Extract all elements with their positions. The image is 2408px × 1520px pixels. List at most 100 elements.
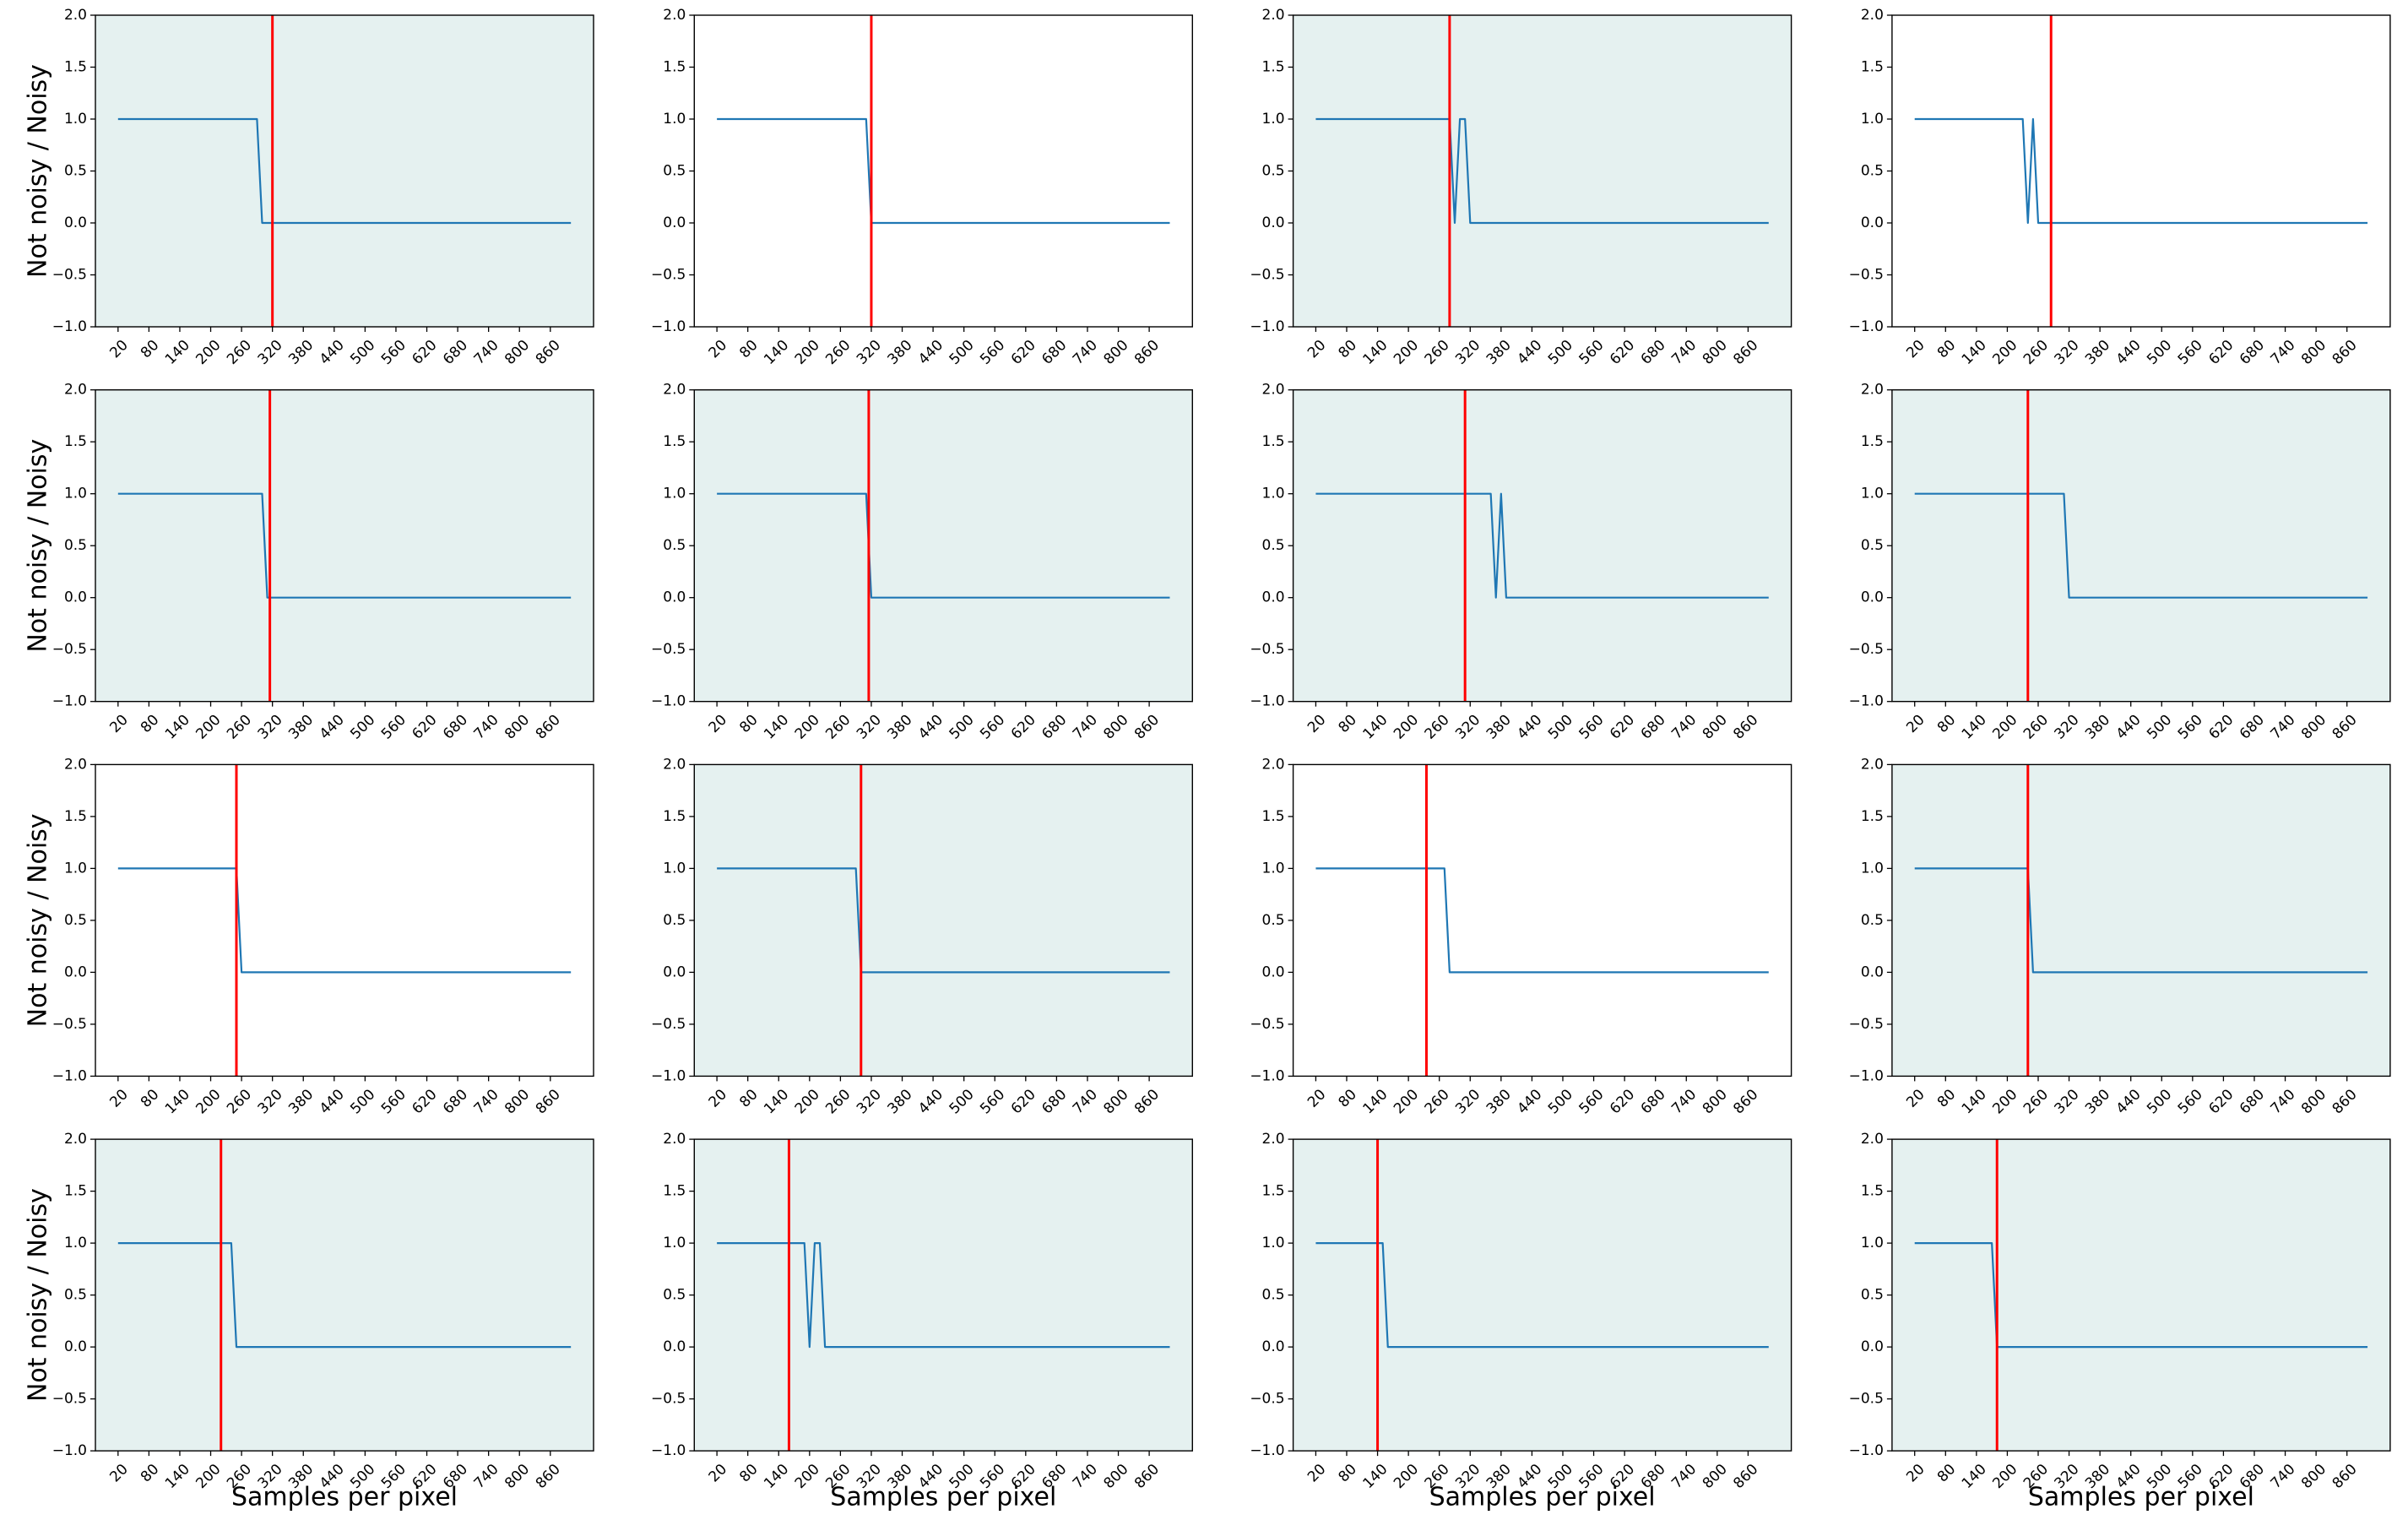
x-tick-label: 560 [378, 337, 409, 368]
x-tick-label: 200 [792, 712, 823, 743]
x-tick-label: 200 [193, 712, 224, 743]
x-tick-label: 740 [1668, 712, 1700, 743]
x-tick-label: 620 [2205, 712, 2237, 743]
y-tick-label: 1.5 [663, 59, 686, 76]
x-tick-label: 140 [761, 1461, 792, 1492]
plot-area [1293, 389, 1792, 702]
y-tick-label: 0.0 [663, 1338, 686, 1355]
y-tick-label: 1.5 [1861, 808, 1884, 825]
x-tick-label: 740 [1070, 1086, 1101, 1117]
x-tick-label: 740 [2267, 337, 2298, 368]
x-tick-label: 620 [2205, 1086, 2237, 1117]
x-tick-label: 20 [1304, 712, 1329, 736]
x-tick-label: 800 [1100, 712, 1131, 743]
x-tick-label: 680 [2237, 712, 2268, 743]
x-tick-label: 440 [915, 712, 946, 743]
x-tick-label: 200 [1391, 712, 1422, 743]
y-tick-label: 0.5 [663, 1287, 686, 1304]
y-tick-label: 1.0 [64, 1235, 87, 1251]
x-tick-label: 320 [255, 1086, 286, 1117]
subplot: −1.0−0.50.00.51.01.52.020 80 140 200 260 320 3… [1849, 1131, 2391, 1512]
y-tick-label: 0.5 [663, 537, 686, 554]
axes-frame [1891, 1138, 2391, 1452]
x-tick-label: 200 [1989, 337, 2020, 368]
axes-frame [1891, 389, 2391, 703]
y-axis-label: Not noisy / Noisy [24, 439, 53, 653]
y-tick-label: 0.0 [1262, 589, 1285, 606]
y-tick-label: 2.0 [64, 7, 87, 24]
data-line [717, 117, 1170, 225]
x-tick-label: 620 [409, 712, 440, 743]
x-tick-label: 200 [1391, 337, 1422, 368]
plot-area [1293, 15, 1792, 327]
y-tick-label: −1.0 [1250, 1067, 1284, 1084]
x-tick-label: 800 [502, 337, 533, 368]
x-tick-label: 80 [138, 1461, 162, 1485]
x-tick-label: 80 [736, 712, 761, 736]
x-tick-label: 260 [2020, 712, 2052, 743]
x-tick-label: 800 [1700, 712, 1731, 743]
x-tick-label: 860 [533, 1086, 564, 1117]
x-tick-label: 380 [1483, 1086, 1515, 1117]
x-tick-label: 80 [736, 1086, 761, 1110]
plot-area [1891, 764, 2390, 1077]
y-tick-label: −0.5 [1250, 1016, 1284, 1033]
y-tick-label: −1.0 [651, 1442, 686, 1459]
data-line [1914, 492, 2368, 599]
data-line [717, 1242, 1170, 1349]
axes-frame [95, 14, 594, 328]
x-tick-label: 20 [1903, 337, 1928, 361]
x-tick-label: 620 [1008, 712, 1039, 743]
y-tick-label: 1.0 [663, 111, 686, 128]
y-tick-label: 2.0 [1861, 756, 1884, 773]
x-tick-label: 860 [533, 712, 564, 743]
x-tick-label: 500 [347, 337, 378, 368]
y-tick-label: −0.5 [651, 1391, 686, 1408]
x-tick-label: 740 [2267, 712, 2298, 743]
plot-area [1293, 1139, 1792, 1452]
plot-area [1891, 1139, 2390, 1452]
data-line [1914, 117, 2368, 225]
data-line [1315, 492, 1769, 599]
y-tick-label: 0.0 [1262, 964, 1285, 980]
x-tick-label: 740 [1070, 1461, 1101, 1492]
y-tick-label: 1.0 [1861, 486, 1884, 502]
y-tick-label: 1.5 [1262, 808, 1285, 825]
x-tick-label: 200 [792, 337, 823, 368]
x-tick-label: 260 [2020, 337, 2052, 368]
y-tick-label: 2.0 [1861, 7, 1884, 24]
x-axis-label: Samples per pixel [1429, 1483, 1656, 1512]
x-tick-label: 260 [822, 1086, 854, 1117]
x-tick-label: 200 [792, 1086, 823, 1117]
y-tick-label: 0.5 [64, 537, 87, 554]
plot-area [694, 389, 1193, 702]
y-tick-label: 1.5 [64, 808, 87, 825]
y-tick-label: 0.5 [1262, 1287, 1285, 1304]
y-tick-label: 0.5 [64, 912, 87, 929]
y-tick-label: −0.5 [52, 267, 87, 284]
y-tick-label: 0.5 [1861, 163, 1884, 180]
y-tick-label: 1.0 [663, 486, 686, 502]
x-tick-label: 380 [1483, 337, 1515, 368]
y-tick-label: 0.0 [663, 589, 686, 606]
y-tick-label: 0.0 [1861, 589, 1884, 606]
x-tick-label: 800 [1700, 1461, 1731, 1492]
data-line [1914, 867, 2368, 974]
axes-frame [95, 1138, 594, 1452]
axes-frame [1891, 14, 2391, 328]
y-tick-label: 1.5 [64, 59, 87, 76]
y-axis-label: Not noisy / Noisy [24, 813, 53, 1027]
y-tick-label: −1.0 [1849, 1067, 1884, 1084]
y-tick-label: 0.0 [1262, 214, 1285, 231]
x-tick-label: 800 [2298, 712, 2329, 743]
x-tick-label: 800 [1100, 1086, 1131, 1117]
y-tick-label: −0.5 [1250, 641, 1284, 658]
data-line [117, 867, 572, 974]
subplot: −1.0−0.50.00.51.01.52.020 80 140 200 260 320 3… [24, 756, 594, 1117]
subplot: −1.0−0.50.00.51.01.52.020 80 140 200 260 320 3… [1250, 756, 1792, 1117]
x-tick-label: 800 [1100, 1461, 1131, 1492]
y-tick-label: 1.5 [64, 1183, 87, 1200]
axes-frame [95, 389, 594, 703]
x-tick-label: 620 [409, 337, 440, 368]
